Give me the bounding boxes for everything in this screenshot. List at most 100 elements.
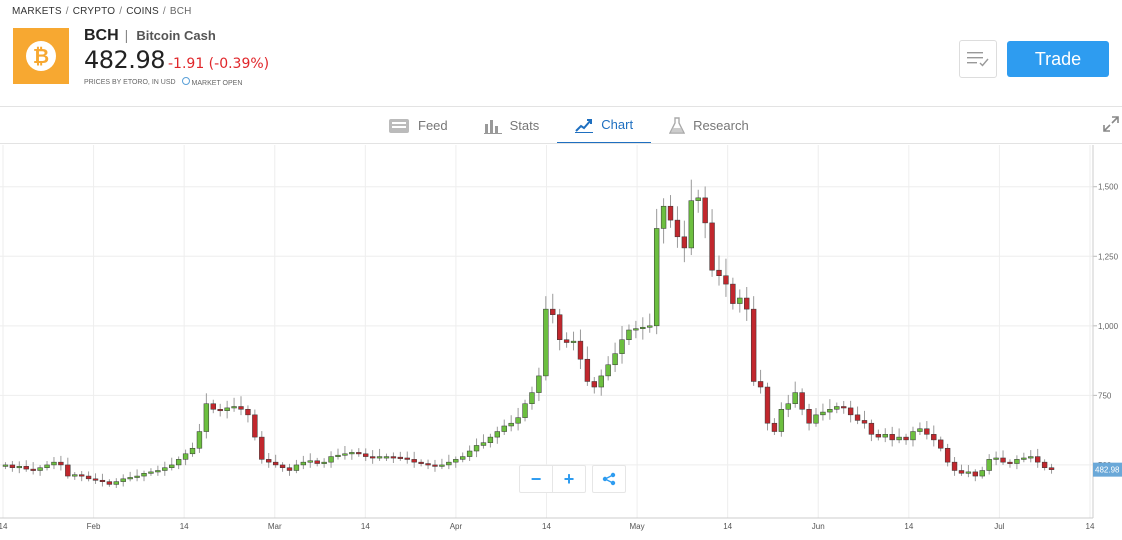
breadcrumb-coins[interactable]: COINS <box>126 6 159 17</box>
candle-down <box>667 205 674 221</box>
candle-up <box>640 326 646 329</box>
market-status: MARKET OPEN <box>181 77 242 87</box>
tab-feed-label: Feed <box>418 118 448 133</box>
candle-down <box>78 474 85 477</box>
candle-down <box>841 406 847 409</box>
candle-up <box>169 464 175 468</box>
price-chart[interactable]: 1,5001,2501,00075050014Feb14Mar14Apr14Ma… <box>0 145 1122 540</box>
candle-up <box>986 459 992 471</box>
trade-button[interactable]: Trade <box>1007 41 1109 77</box>
candle-down <box>99 479 106 482</box>
heading-divider: | <box>124 27 129 43</box>
candle-down <box>210 403 216 410</box>
candle-up <box>175 459 182 466</box>
candle-up <box>446 461 452 466</box>
candle-down <box>238 406 244 410</box>
candle-down <box>556 314 563 340</box>
candle-down <box>23 466 29 470</box>
tab-feed[interactable]: Feed <box>370 107 466 144</box>
candle-up <box>827 409 833 413</box>
x-tick-label: 14 <box>180 522 189 531</box>
candle-up <box>536 375 542 393</box>
x-tick-label: Mar <box>268 522 282 531</box>
tab-chart[interactable]: Chart <box>557 107 652 144</box>
candle-up <box>487 436 494 443</box>
instrument-tabs: Feed Stats Chart Research <box>370 107 767 144</box>
candle-up <box>203 403 210 432</box>
candle-down <box>757 381 764 388</box>
candle-up <box>612 353 618 366</box>
x-tick-label: Jul <box>994 522 1004 531</box>
candle-down <box>771 422 778 432</box>
tab-chart-label: Chart <box>601 117 634 132</box>
candle-down <box>390 456 397 459</box>
fullscreen-button[interactable] <box>1103 116 1119 137</box>
candle-down <box>1000 457 1006 463</box>
candle-up <box>439 464 445 467</box>
share-icon <box>602 472 616 486</box>
share-group <box>592 465 626 493</box>
breadcrumb-crypto[interactable]: CRYPTO <box>72 6 116 17</box>
x-tick-label: May <box>630 522 645 531</box>
candle-up <box>189 447 196 455</box>
candle-down <box>9 464 16 468</box>
watchlist-button[interactable] <box>959 40 997 78</box>
candle-up <box>619 339 625 354</box>
candle-down <box>591 381 597 388</box>
x-tick-label: 14 <box>1086 522 1095 531</box>
candle-down <box>314 460 320 464</box>
candle-down <box>563 339 570 343</box>
candle-up <box>134 475 140 478</box>
candle-up <box>494 431 501 438</box>
zoom-in-button[interactable]: + <box>552 466 585 492</box>
candle-up <box>1028 456 1034 459</box>
candle-down <box>397 456 404 459</box>
candle-down <box>750 308 757 382</box>
candle-down <box>972 471 979 477</box>
breadcrumb-separator: / <box>119 6 123 17</box>
candle-up <box>515 417 521 424</box>
candle-down <box>702 197 708 224</box>
candle-down <box>730 283 736 304</box>
candle-up <box>820 411 826 416</box>
candle-down <box>799 392 805 410</box>
candle-up <box>993 457 999 460</box>
candle-up <box>647 325 653 328</box>
candle-up <box>196 431 203 449</box>
candle-up <box>231 406 237 409</box>
breadcrumb-markets[interactable]: MARKETS <box>12 6 62 17</box>
tab-research[interactable]: Research <box>651 107 767 144</box>
candle-up <box>508 422 514 427</box>
zoom-out-button[interactable]: − <box>530 468 542 489</box>
candle-down <box>723 275 729 285</box>
y-tick-label: 1,000 <box>1098 322 1119 331</box>
candle-up <box>598 375 604 388</box>
candle-down <box>425 463 431 466</box>
instrument-symbol: BCH <box>84 27 119 44</box>
candle-up <box>51 461 57 466</box>
x-tick-label: 14 <box>361 522 370 531</box>
tabs-divider <box>0 143 1122 144</box>
candle-down <box>577 340 584 360</box>
y-tick-label: 1,250 <box>1098 252 1119 261</box>
candle-up <box>834 406 840 410</box>
candle-up <box>653 228 660 327</box>
candle-up <box>37 467 43 471</box>
candle-down <box>30 468 36 471</box>
candle-down <box>924 428 930 435</box>
candle-up <box>72 474 78 477</box>
x-tick-label: 14 <box>0 522 8 531</box>
candle-up <box>570 340 577 343</box>
candle-up <box>383 456 390 459</box>
candle-down <box>944 447 951 463</box>
y-tick-label: 1,500 <box>1098 183 1119 192</box>
candle-down <box>404 457 410 460</box>
candle-down <box>681 236 688 249</box>
candle-up <box>792 392 798 404</box>
share-button[interactable] <box>593 466 625 492</box>
candle-down <box>875 434 882 438</box>
candle-down <box>958 470 965 474</box>
candle-down <box>951 461 958 471</box>
candle-up <box>480 442 487 446</box>
tab-stats[interactable]: Stats <box>466 107 558 144</box>
